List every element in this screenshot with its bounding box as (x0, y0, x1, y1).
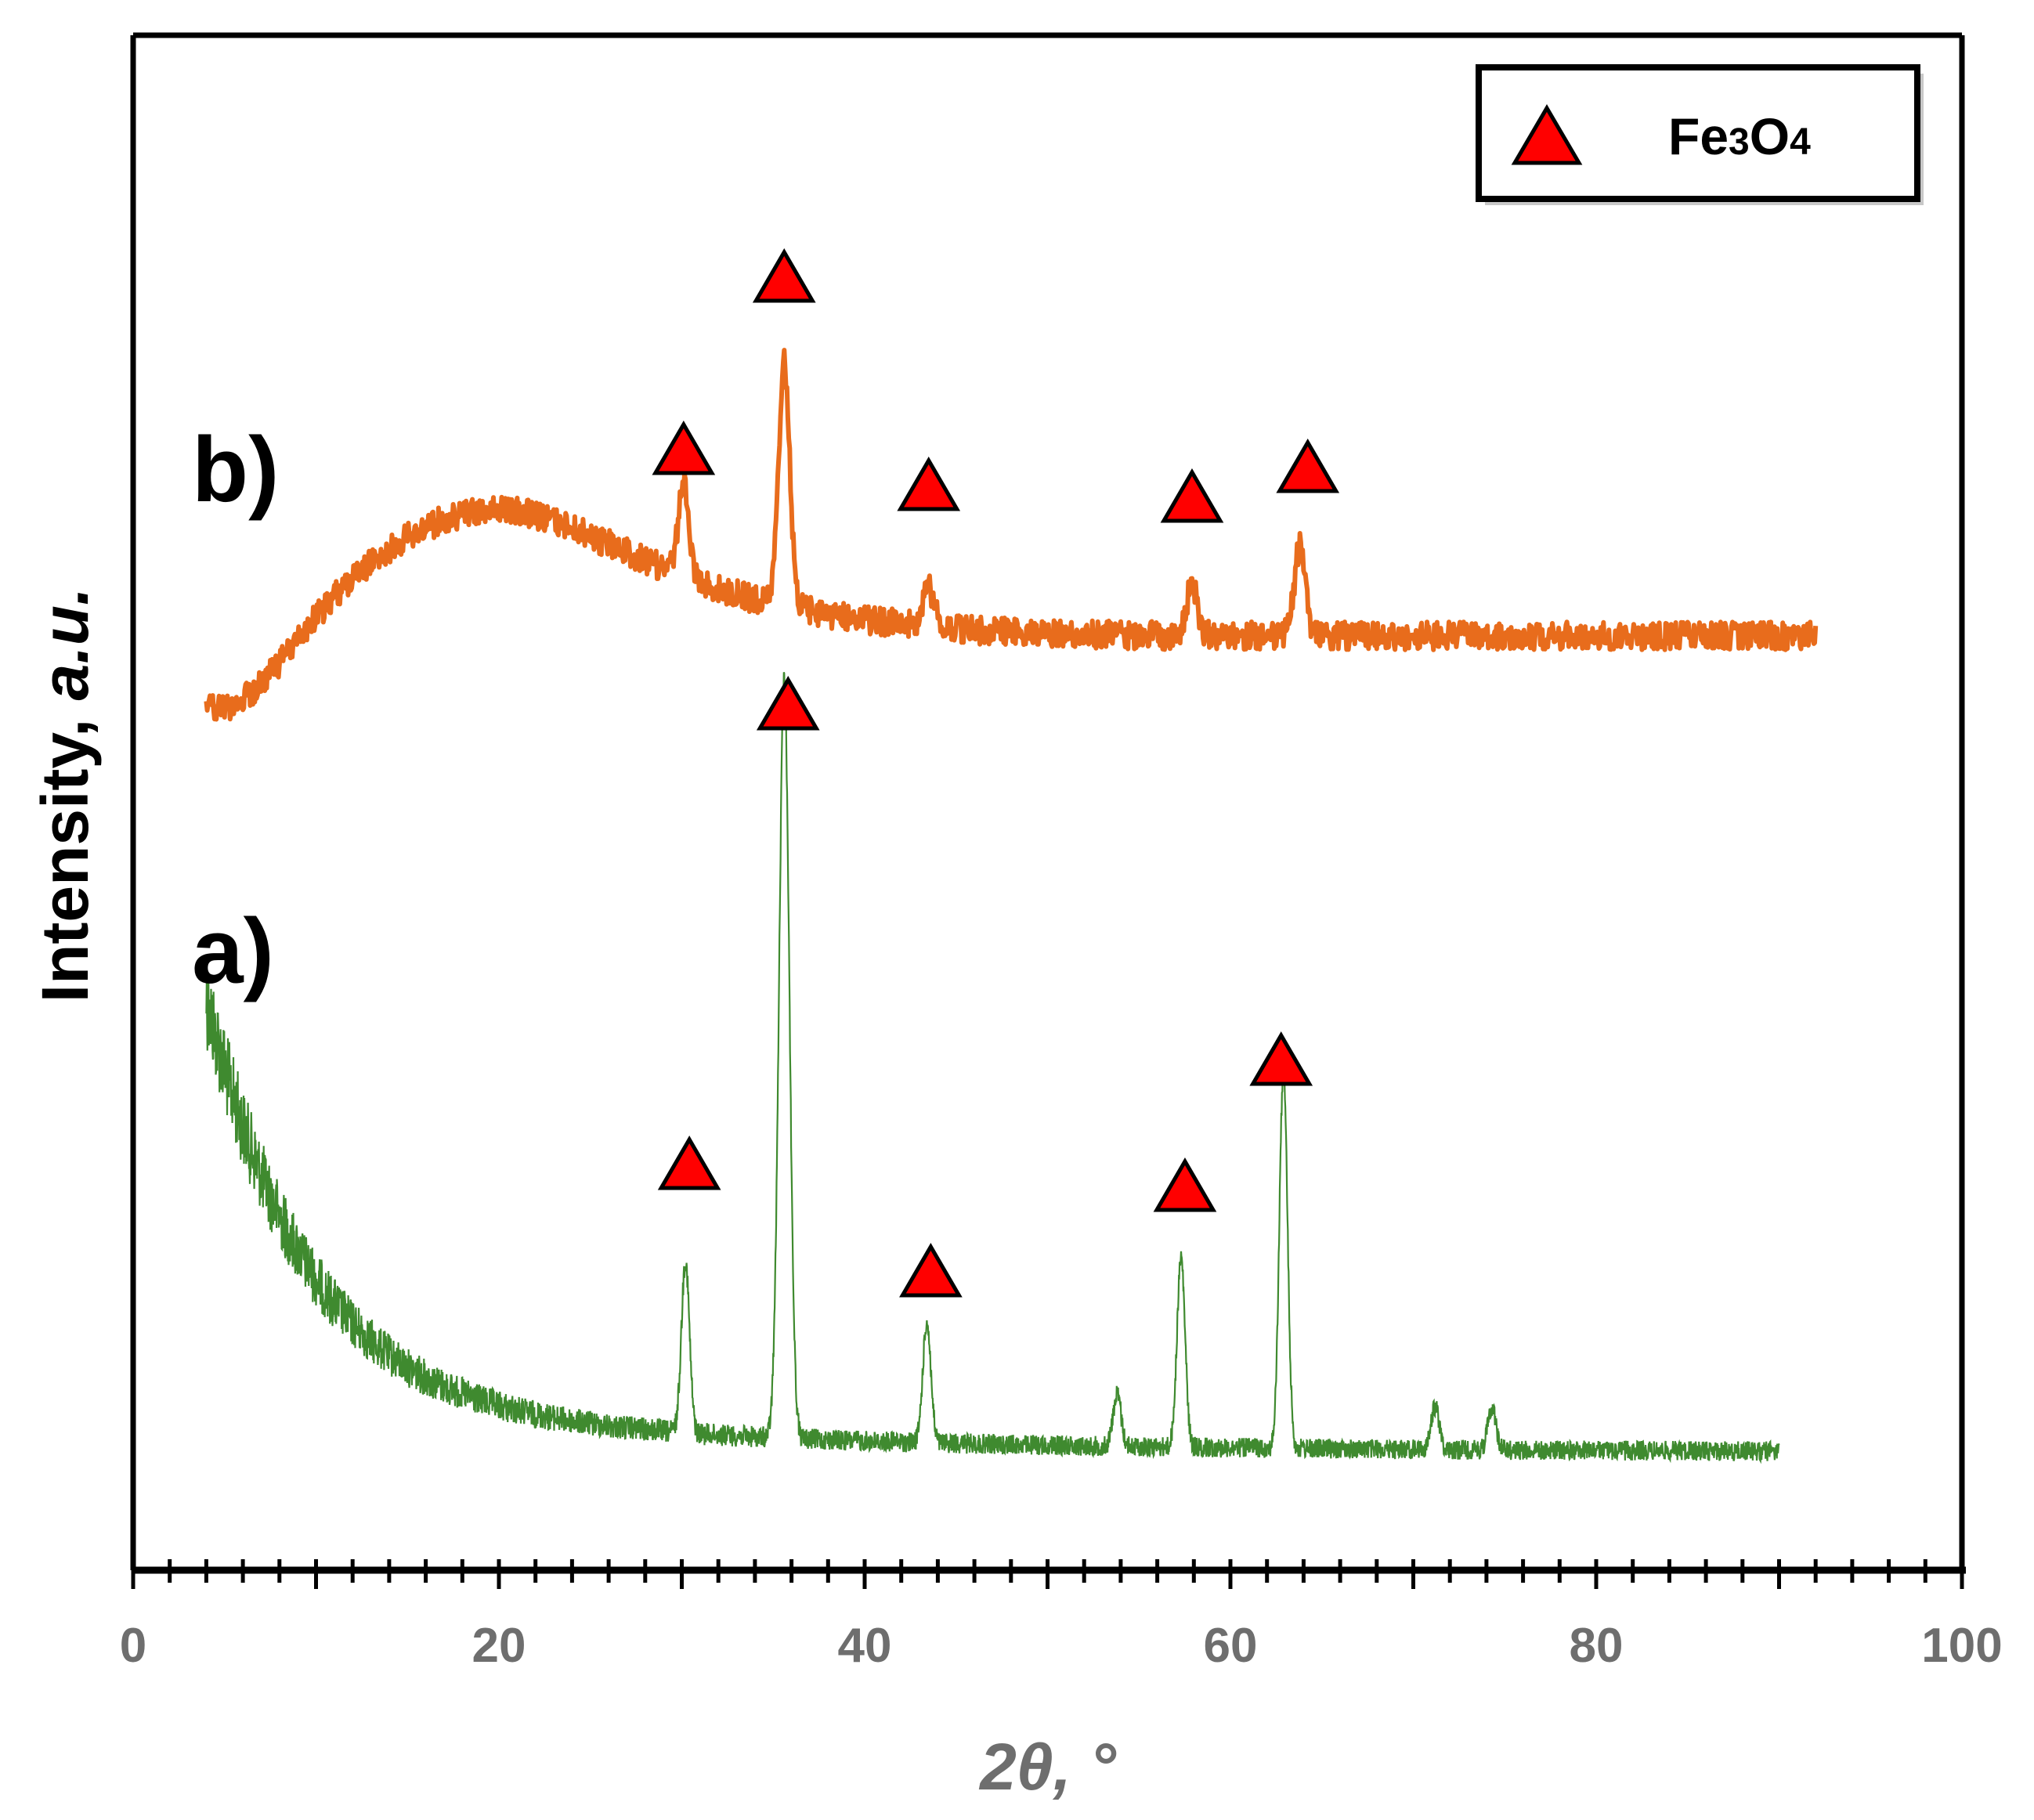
legend-label-o: O (1750, 107, 1790, 165)
peak-marker-triangle-b (897, 457, 961, 511)
peak-marker-triangle-b (752, 248, 816, 303)
series-layer (204, 348, 1819, 1464)
x-tick-label: 20 (472, 1619, 526, 1673)
x-tick-label: 80 (1570, 1619, 1624, 1673)
peak-marker-triangle-a (1249, 1031, 1313, 1086)
legend-label: Fe3O4 (1668, 107, 1811, 165)
peak-marker-triangle-a (756, 676, 820, 731)
legend-label-fe: Fe (1668, 107, 1729, 165)
y-axis-title-main: Intensity, (28, 700, 102, 1002)
series-label-b: b) (192, 418, 279, 522)
peak-markers (652, 248, 1340, 1298)
x-tick-label: 40 (838, 1619, 892, 1673)
legend-triangle-icon (1511, 104, 1583, 165)
x-tick-label: 0 (120, 1619, 146, 1673)
peak-marker-triangle-a (1153, 1157, 1217, 1212)
x-axis-title: 2θ, ° (978, 1730, 1117, 1804)
plot-frame (130, 32, 1966, 1574)
x-tick-label: 60 (1204, 1619, 1258, 1673)
x-tick-label: 100 (1921, 1619, 2002, 1673)
legend-label-sub4: 4 (1790, 121, 1811, 163)
x-axis-tick-labels: 0 20 40 60 80 100 (120, 1619, 2003, 1673)
x-axis-ticks (131, 1559, 1964, 1589)
legend-label-sub3: 3 (1729, 121, 1750, 163)
y-axis-title-unit: a.u. (28, 587, 102, 701)
series-label-a: a) (192, 900, 274, 1003)
peak-marker-triangle-a (657, 1136, 721, 1190)
peak-marker-triangle-b (1160, 468, 1224, 523)
peak-marker-triangle-a (899, 1243, 963, 1298)
y-axis-title: Intensity, a.u. (28, 587, 102, 1003)
series-b-line (204, 348, 1819, 722)
peak-marker-triangle-b (652, 421, 716, 475)
peak-marker-triangle-b (1276, 439, 1340, 493)
legend: Fe3O4 (1476, 64, 1924, 205)
series-a-line (205, 671, 1780, 1464)
